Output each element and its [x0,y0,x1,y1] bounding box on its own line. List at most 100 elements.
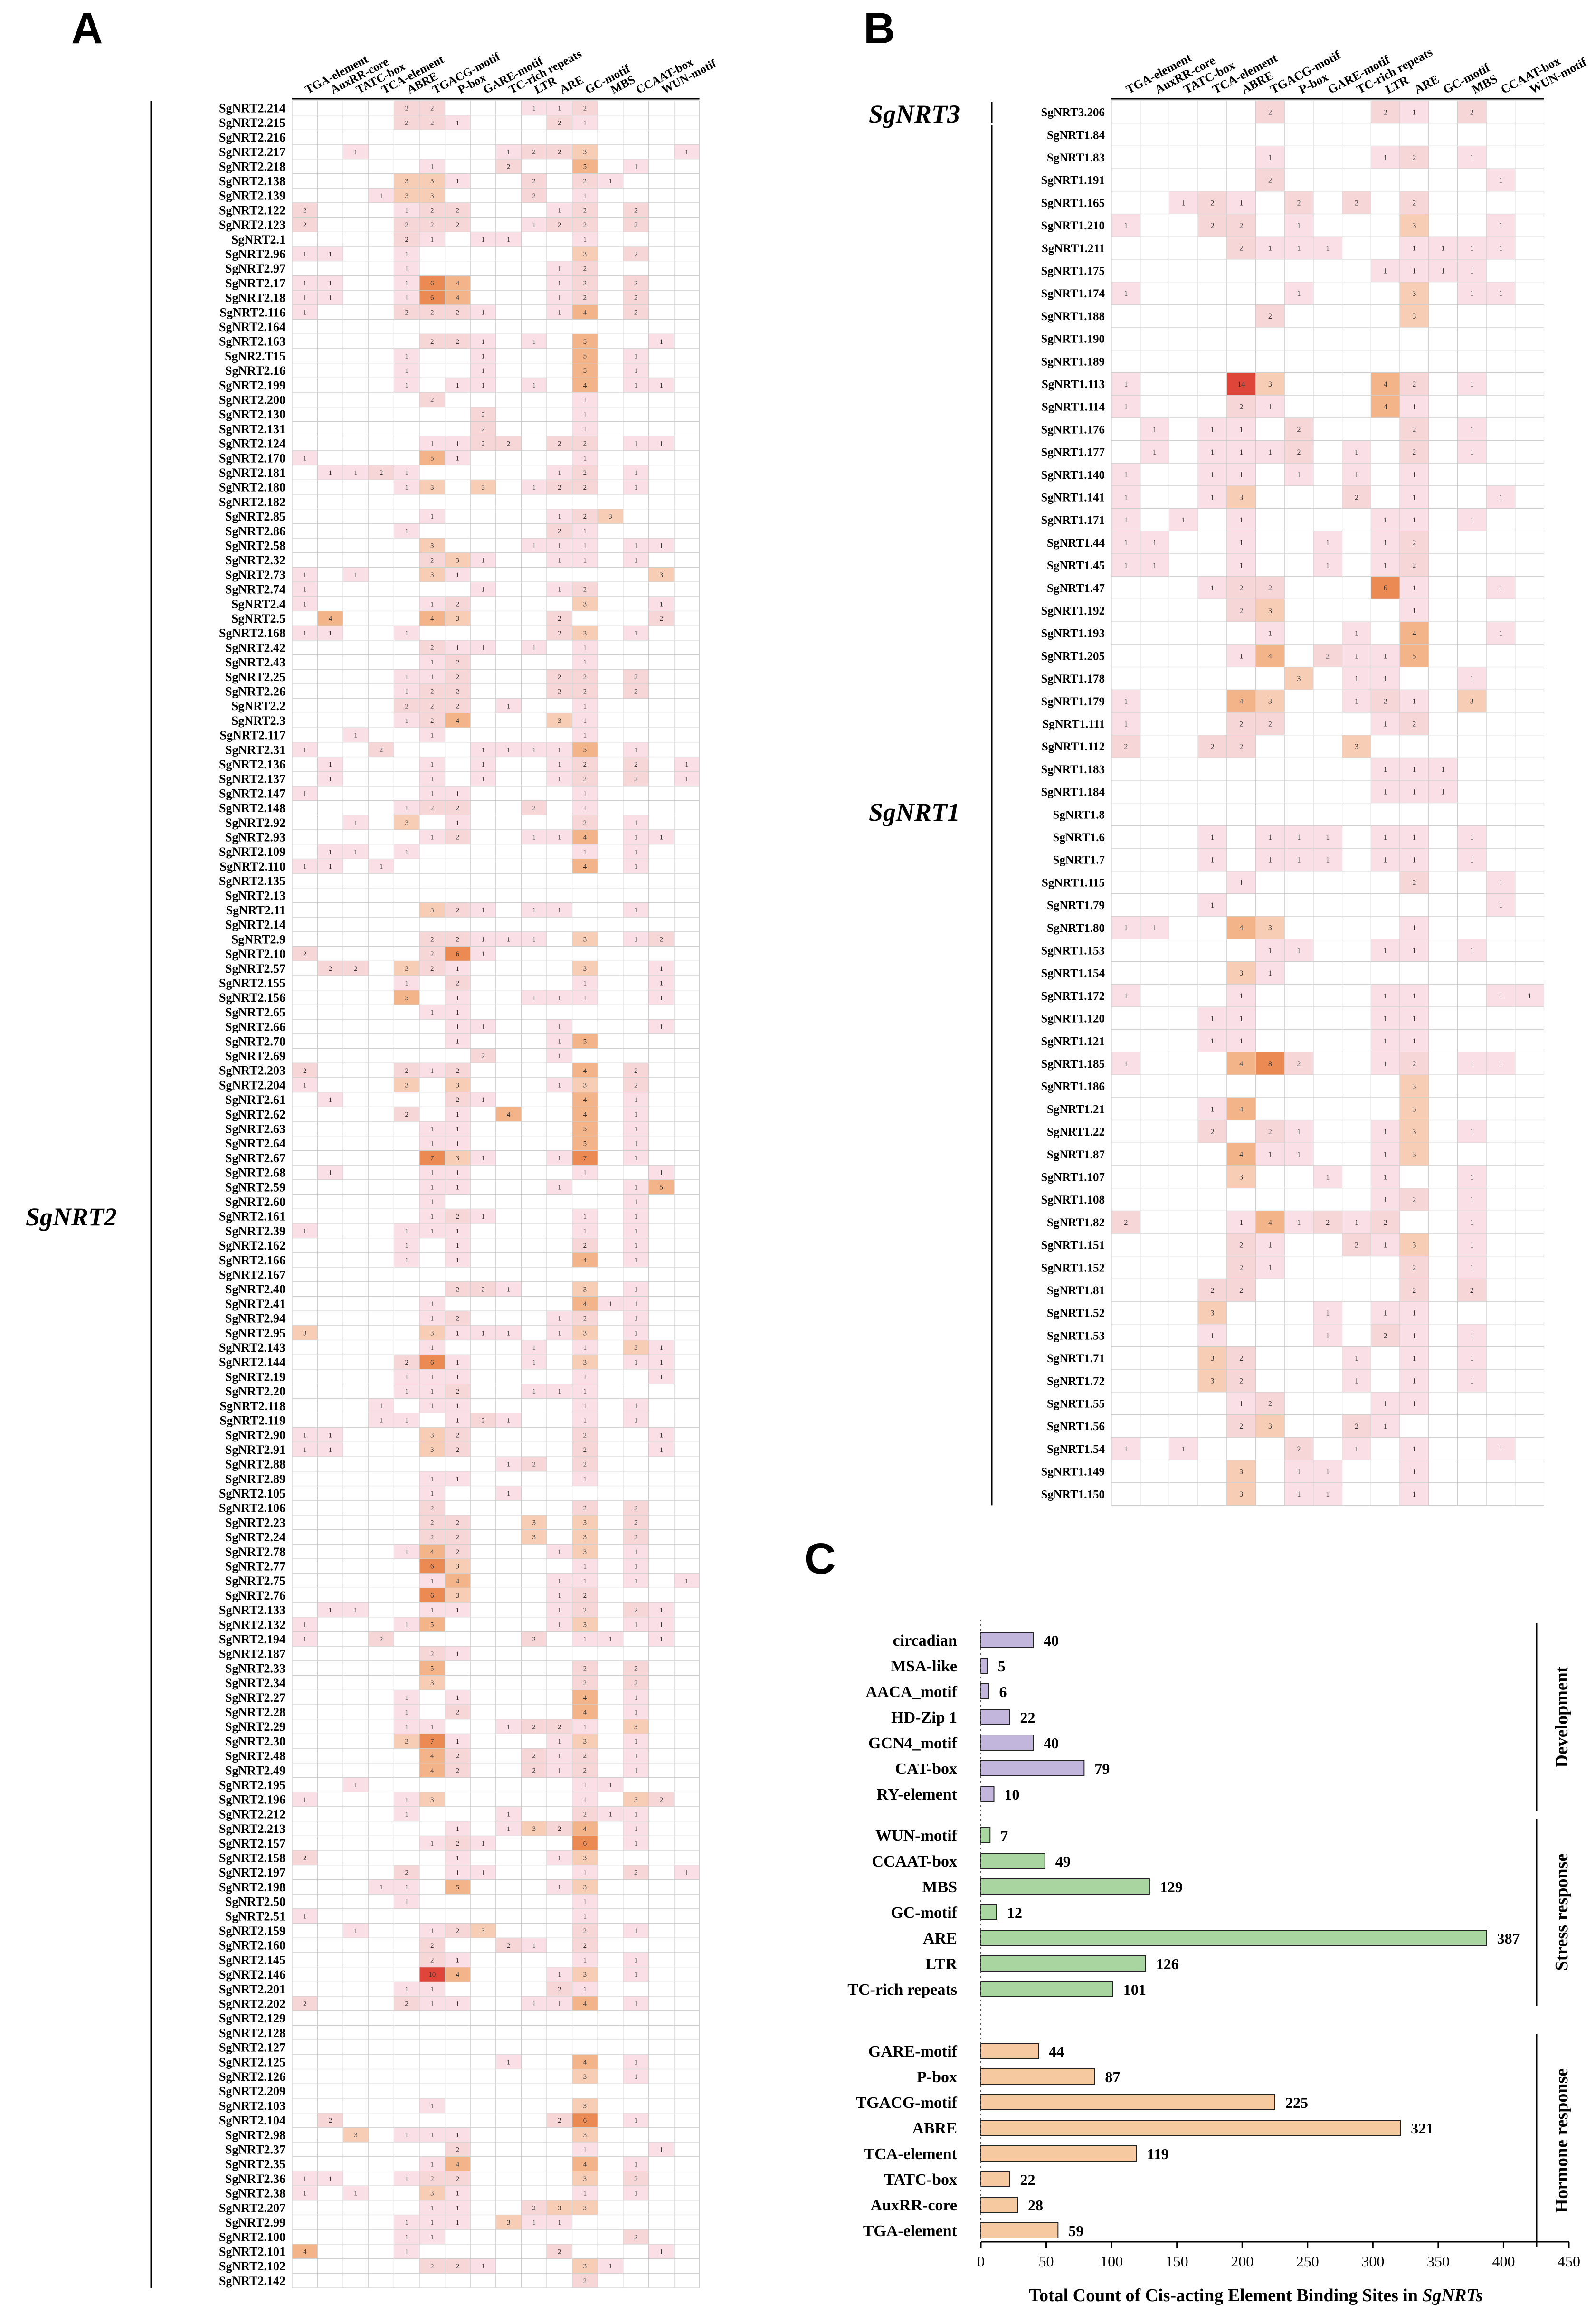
heatmap-cell [445,2156,471,2171]
cell-value: 2 [634,294,638,302]
bar-value: 225 [1285,2094,1308,2111]
cell-value: 4 [583,2058,587,2066]
heatmap-cell [445,1734,471,1749]
heatmap-cell [547,1150,572,1166]
cell-value: 1 [1412,584,1416,592]
heatmap-cell [1371,259,1400,282]
cell-value: 1 [430,1607,434,1614]
cell-value: 1 [634,863,638,871]
gene-label: SgNRT1.150 [1041,1488,1105,1501]
gene-label: SgNRT2.58 [225,539,285,552]
cell-value: 1 [558,1388,561,1395]
cell-value: 1 [481,382,485,389]
cell-value: 3 [430,2190,434,2198]
cell-value: 1 [634,1257,638,1264]
cell-value: 1 [1470,1264,1474,1272]
cell-value: 3 [405,178,408,185]
cell-value: 2 [303,207,307,215]
column-header: ARE [558,74,586,97]
heatmap-cell [1371,1120,1400,1143]
cell-value: 3 [583,1971,587,1979]
cell-value: 1 [1268,947,1272,955]
heatmap-cell [419,1311,445,1326]
heatmap-cell [419,786,445,801]
heatmap-cell [292,626,318,640]
gene-label: SgNRT2.29 [225,1720,285,1734]
cell-value: 3 [583,1534,587,1541]
cell-value: 3 [456,1082,460,1090]
gene-label: SgNRT1.107 [1041,1171,1105,1184]
cell-value: 1 [659,1607,663,1614]
heatmap-cell [648,931,674,947]
category-label: MSA-like [891,1658,957,1675]
category-label: GC-motif [891,1904,957,1922]
cell-value: 1 [354,469,358,477]
cell-value: 1 [1355,698,1358,706]
gene-label: SgNRT2.62 [225,1108,285,1121]
heatmap-cell [547,1850,572,1865]
heatmap-cell [572,1617,598,1632]
heatmap-cell [1400,644,1429,667]
heatmap-cell [419,713,445,728]
heatmap-cell [648,830,674,844]
heatmap-cell [648,596,674,611]
heatmap-cell [623,1325,649,1340]
heatmap-cell [1313,1165,1342,1188]
heatmap-cell [1112,372,1140,396]
cell-value: 1 [608,178,612,185]
cell-value: 1 [329,2175,332,2183]
heatmap-cell [317,844,343,859]
heatmap-cell [1255,961,1285,985]
cell-value: 5 [456,1884,460,1891]
cell-value: 3 [583,2175,587,2183]
heatmap-cell [1342,690,1371,712]
cell-value: 2 [405,119,408,127]
cell-value: 1 [634,1621,638,1629]
category-label: GARE-motif [868,2043,958,2060]
bar-value: 387 [1497,1930,1520,1947]
heatmap-cell [623,1806,649,1821]
cell-value: 3 [1412,1128,1416,1136]
gene-label: SgNRT1.120 [1041,1013,1105,1025]
heatmap-cell [445,1311,471,1326]
cell-value: 2 [456,980,460,987]
cell-value: 1 [659,600,663,608]
heatmap-cell [445,1413,471,1428]
cell-value: 1 [1124,561,1128,569]
cell-value: 2 [558,528,561,535]
heatmap-cell [1226,1392,1256,1415]
heatmap-cell [445,713,471,728]
heatmap-cell [445,173,471,189]
heatmap-cell [1457,1188,1487,1211]
heatmap-cell [572,1165,598,1180]
heatmap-cell [292,742,318,757]
gene-label: SgNRT2.17 [225,276,285,290]
cell-value: 1 [634,1198,638,1206]
heatmap-cell [394,2215,419,2230]
heatmap-cell [445,1077,471,1092]
heatmap-cell [1255,169,1285,191]
cell-value: 2 [1268,1400,1272,1408]
heatmap-cell [445,990,471,1005]
cell-value: 6 [430,1359,434,1366]
heatmap-cell [572,1121,598,1136]
gene-label: SgNRT2.136 [219,758,285,771]
gene-label: SgNRT2.32 [225,553,285,567]
heatmap-cell [1255,825,1285,849]
cell-value: 1 [558,1767,561,1774]
cell-value: 3 [1355,743,1358,751]
heatmap-cell [1112,984,1140,1007]
cell-value: 1 [507,702,511,710]
gene-label: SgNRT2.128 [219,2026,285,2040]
cell-value: 7 [430,1738,434,1745]
cell-value: 1 [507,1811,511,1819]
cell-value: 3 [430,178,434,185]
cell-value: 1 [1499,493,1502,502]
x-tick-label: 300 [1361,2253,1384,2270]
cell-value: 1 [1470,947,1474,955]
heatmap-cell [1255,1211,1285,1233]
heatmap-cell [623,2186,649,2200]
heatmap-cell [623,859,649,874]
heatmap-cell [1371,576,1400,599]
cell-value: 1 [558,280,561,287]
